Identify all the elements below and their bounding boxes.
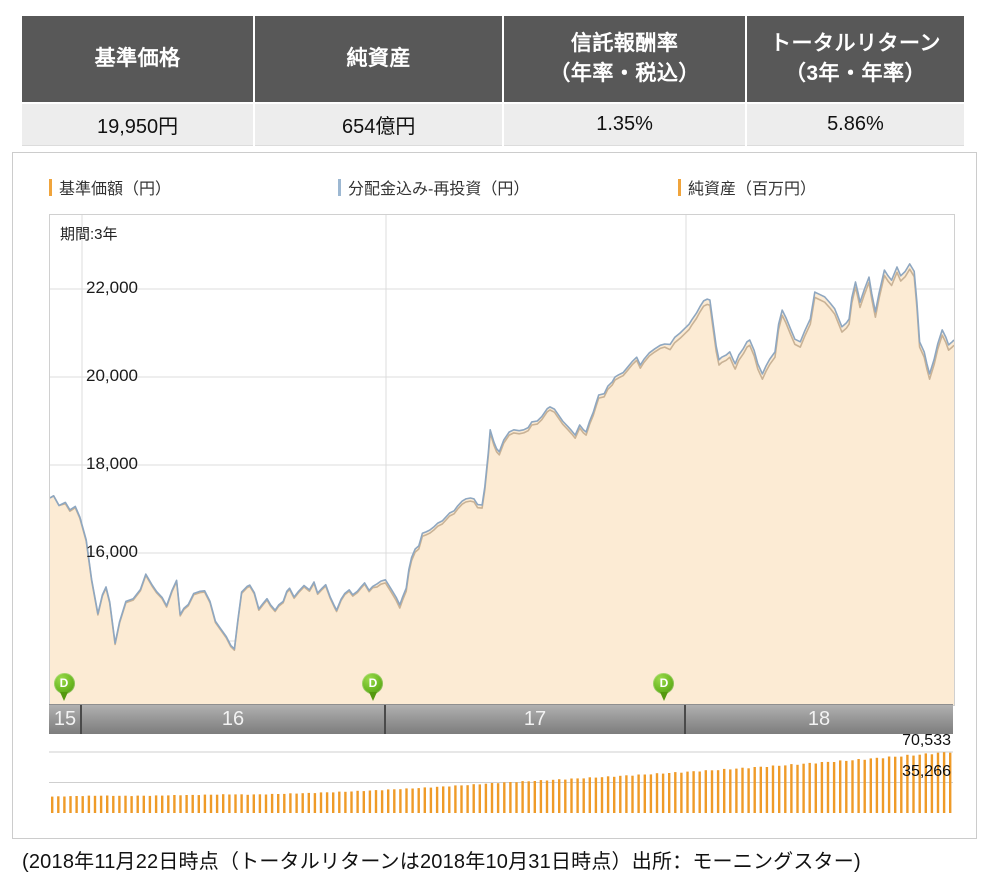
legend-label: 分配金込み-再投資（円） [348, 181, 530, 198]
table-value-row: 19,950円 654億円 1.35% 5.86% [22, 104, 964, 146]
header-label: 基準価格 [94, 47, 181, 70]
value-trust-fee: 1.35% [504, 104, 745, 146]
header-label: 信託報酬率 [570, 32, 679, 55]
nav-series-swatch [49, 178, 52, 196]
legend-label: 基準価額（円） [59, 181, 172, 198]
net-assets-bars-svg [49, 751, 953, 813]
net-assets-gridline-label: 70,533 [902, 732, 951, 749]
distribution-marker-icon: D [362, 673, 384, 694]
value-total-return: 5.86% [746, 104, 964, 146]
value-base-price: 19,950円 [22, 104, 254, 146]
year-divider [384, 705, 387, 734]
header-cell-total-return: トータルリターン （3年・年率） [746, 16, 964, 102]
distribution-marker-icon: D [653, 673, 675, 694]
reinvested-price-line [50, 263, 954, 650]
distribution-marker-tail [368, 692, 377, 701]
header-label: トータルリターン [769, 32, 941, 55]
header-cell-base-price: 基準価格 [22, 16, 254, 102]
distribution-marker-pin: D [53, 673, 75, 701]
x-axis-year-label: 16 [221, 708, 245, 730]
x-axis-year-label: 18 [807, 708, 831, 730]
nav-chart-svg [50, 215, 954, 705]
distribution-marker-pin: D [653, 673, 675, 701]
year-divider [80, 705, 82, 734]
net-assets-bar-chart: 70,533 35,266 [49, 732, 953, 816]
reinvested-series-swatch [338, 178, 341, 196]
net-assets-series-swatch [678, 178, 681, 196]
legend-item-reinvested: 分配金込み-再投資（円） [338, 177, 530, 198]
y-axis-tick-label: 16,000 [86, 541, 138, 561]
y-axis-tick-label: 22,000 [86, 278, 138, 297]
x-axis-year-label: 17 [523, 708, 547, 730]
distribution-marker-icon: D [53, 673, 75, 694]
distribution-marker-pin: D [362, 673, 384, 701]
chart-panel: 基準価額（円） 分配金込み-再投資（円） 純資産（百万円） 期間:3年 22,0… [12, 152, 977, 839]
legend-item-nav: 基準価額（円） [49, 177, 172, 198]
nav-area-chart: 期間:3年 22,000 20,000 18,000 16,000 [49, 214, 955, 706]
fund-summary-table: 基準価格 純資産 信託報酬率 （年率・税込） トータルリターン （3年・年率） … [22, 16, 964, 146]
y-axis-tick-label: 18,000 [86, 453, 138, 473]
x-axis-year-label: 15 [53, 708, 77, 730]
table-header-row: 基準価格 純資産 信託報酬率 （年率・税込） トータルリターン （3年・年率） [22, 16, 964, 102]
net-assets-gridline-label: 35,266 [902, 762, 951, 780]
source-note: (2018年11月22日時点（トータルリターンは2018年10月31日時点）出所… [22, 851, 861, 873]
value-net-assets: 654億円 [255, 104, 503, 146]
distribution-marker-tail [60, 692, 68, 701]
header-label-line2: （年率・税込） [549, 62, 700, 85]
distribution-marker-tail [659, 692, 668, 701]
header-cell-trust-fee: 信託報酬率 （年率・税込） [504, 16, 745, 102]
header-label-line2: （3年・年率） [784, 62, 927, 85]
y-axis-tick-label: 20,000 [86, 365, 138, 385]
header-cell-net-assets: 純資産 [255, 16, 503, 102]
legend-item-net-assets: 純資産（百万円） [678, 177, 817, 198]
legend-label: 純資産（百万円） [688, 181, 817, 198]
year-divider [683, 705, 686, 734]
x-axis-year-band: 15 16 17 18 [49, 704, 953, 734]
period-label: 期間:3年 [60, 226, 118, 243]
header-label: 純資産 [346, 47, 411, 70]
reinvested-area-fill [50, 263, 954, 705]
